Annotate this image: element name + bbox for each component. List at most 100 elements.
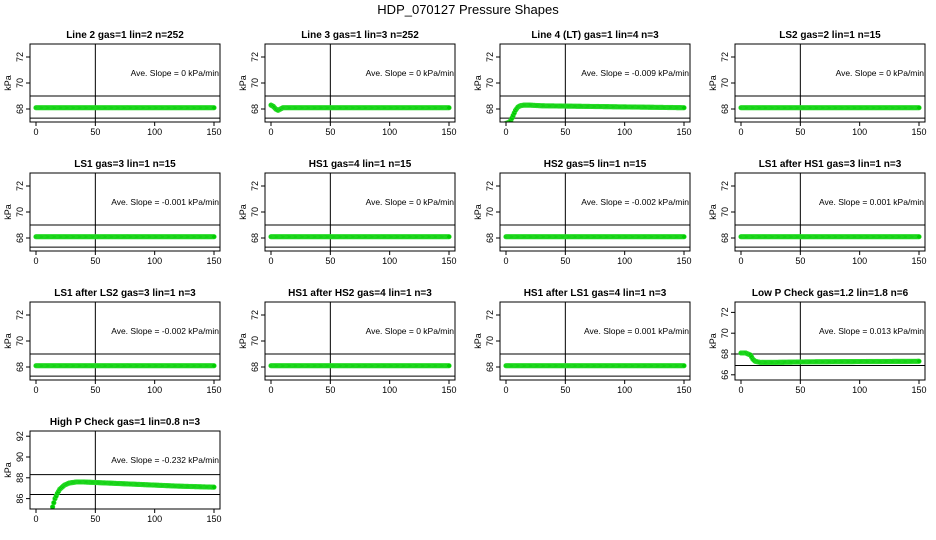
y-tick-label: 70 bbox=[15, 336, 25, 346]
x-tick-label: 0 bbox=[268, 385, 273, 395]
subplot-title: Line 2 gas=1 lin=2 n=252 bbox=[66, 30, 184, 41]
subplot: LS1 gas=3 lin=1 n=15 Ave. Slope = -0.001 … bbox=[3, 159, 222, 266]
subplot-title: HS1 gas=4 lin=1 n=15 bbox=[309, 159, 412, 170]
y-axis-label: kPa bbox=[238, 333, 248, 349]
y-tick-label: 72 bbox=[250, 310, 260, 320]
y-axis-label: kPa bbox=[3, 75, 13, 91]
y-tick-label: 72 bbox=[720, 307, 730, 317]
plot-frame bbox=[29, 172, 221, 252]
y-tick-label: 68 bbox=[720, 233, 730, 243]
y-tick-label: 68 bbox=[15, 362, 25, 372]
x-tick-label: 150 bbox=[676, 385, 691, 395]
y-tick-label: 70 bbox=[720, 207, 730, 217]
subplot: LS1 after HS1 gas=3 lin=1 n=3 Ave. Slope … bbox=[708, 159, 927, 266]
slope-annotation: Ave. Slope = 0.001 kPa/min bbox=[819, 197, 924, 207]
x-tick-label: 150 bbox=[911, 256, 926, 266]
x-tick-label: 50 bbox=[90, 127, 100, 137]
y-tick-label: 68 bbox=[720, 104, 730, 114]
x-tick-label: 0 bbox=[738, 385, 743, 395]
x-tick-label: 100 bbox=[382, 256, 397, 266]
y-tick-label: 72 bbox=[250, 52, 260, 62]
x-tick-label: 0 bbox=[738, 256, 743, 266]
y-tick-label: 66 bbox=[720, 370, 730, 380]
x-tick-label: 0 bbox=[503, 256, 508, 266]
subplot: LS2 gas=2 lin=1 n=15 Ave. Slope = 0 kPa/m… bbox=[708, 30, 927, 137]
x-tick-label: 50 bbox=[90, 256, 100, 266]
slope-annotation: Ave. Slope = 0 kPa/min bbox=[366, 197, 455, 207]
y-axis-label: kPa bbox=[708, 333, 718, 349]
x-tick-label: 100 bbox=[617, 385, 632, 395]
subplot-title: Line 3 gas=1 lin=3 n=252 bbox=[301, 30, 419, 41]
x-tick-label: 150 bbox=[911, 127, 926, 137]
y-tick-label: 68 bbox=[485, 362, 495, 372]
x-tick-label: 50 bbox=[90, 385, 100, 395]
x-tick-label: 50 bbox=[325, 127, 335, 137]
data-point bbox=[916, 105, 922, 111]
y-tick-label: 72 bbox=[15, 310, 25, 320]
data-point bbox=[211, 363, 217, 369]
y-tick-label: 70 bbox=[485, 207, 495, 217]
x-tick-label: 100 bbox=[852, 385, 867, 395]
x-tick-label: 100 bbox=[852, 256, 867, 266]
y-tick-label: 70 bbox=[485, 336, 495, 346]
subplot: Line 4 (LT) gas=1 lin=4 n=3 Ave. Slope = … bbox=[473, 30, 692, 137]
x-tick-label: 150 bbox=[441, 127, 456, 137]
y-axis-label: kPa bbox=[3, 204, 13, 220]
x-tick-label: 0 bbox=[33, 127, 38, 137]
plot-frame bbox=[499, 172, 691, 252]
x-tick-label: 50 bbox=[795, 256, 805, 266]
slope-annotation: Ave. Slope = -0.232 kPa/min bbox=[111, 455, 219, 465]
data-point bbox=[211, 484, 217, 490]
slope-annotation: Ave. Slope = -0.009 kPa/min bbox=[581, 68, 689, 78]
subplot: Low P Check gas=1.2 lin=1.8 n=6 Ave. Slop… bbox=[708, 288, 927, 395]
plot-frame bbox=[734, 172, 926, 252]
x-tick-label: 150 bbox=[206, 385, 221, 395]
subplot: HS1 after HS2 gas=4 lin=1 n=3 Ave. Slope … bbox=[238, 288, 457, 395]
x-tick-label: 150 bbox=[441, 385, 456, 395]
y-tick-label: 68 bbox=[720, 349, 730, 359]
subplot-title: High P Check gas=1 lin=0.8 n=3 bbox=[50, 417, 201, 428]
y-tick-label: 70 bbox=[720, 328, 730, 338]
x-tick-label: 100 bbox=[147, 256, 162, 266]
y-axis-label: kPa bbox=[473, 204, 483, 220]
y-tick-label: 72 bbox=[15, 52, 25, 62]
data-point bbox=[681, 363, 687, 369]
y-axis-label: kPa bbox=[238, 204, 248, 220]
y-tick-label: 68 bbox=[485, 233, 495, 243]
y-tick-label: 70 bbox=[15, 207, 25, 217]
data-point bbox=[446, 234, 452, 240]
x-tick-label: 100 bbox=[382, 127, 397, 137]
slope-annotation: Ave. Slope = 0 kPa/min bbox=[366, 68, 455, 78]
y-tick-label: 70 bbox=[720, 78, 730, 88]
data-point bbox=[916, 234, 922, 240]
y-tick-label: 68 bbox=[485, 104, 495, 114]
data-point bbox=[211, 105, 217, 111]
data-point bbox=[916, 358, 922, 364]
y-tick-label: 92 bbox=[15, 431, 25, 441]
subplot: HS2 gas=5 lin=1 n=15 Ave. Slope = -0.002 … bbox=[473, 159, 692, 266]
subplot: LS1 after LS2 gas=3 lin=1 n=3 Ave. Slope … bbox=[3, 288, 222, 395]
slope-annotation: Ave. Slope = 0 kPa/min bbox=[836, 68, 925, 78]
y-axis-label: kPa bbox=[3, 333, 13, 349]
slope-annotation: Ave. Slope = -0.002 kPa/min bbox=[581, 197, 689, 207]
y-axis-label: kPa bbox=[708, 75, 718, 91]
x-tick-label: 150 bbox=[206, 127, 221, 137]
subplot: HS1 gas=4 lin=1 n=15 Ave. Slope = 0 kPa/m… bbox=[238, 159, 457, 266]
x-tick-label: 50 bbox=[795, 385, 805, 395]
x-tick-label: 0 bbox=[738, 127, 743, 137]
subplot-title: LS1 after LS2 gas=3 lin=1 n=3 bbox=[54, 288, 196, 299]
data-point bbox=[446, 363, 452, 369]
subplot-title: LS2 gas=2 lin=1 n=15 bbox=[779, 30, 881, 41]
y-tick-label: 88 bbox=[15, 473, 25, 483]
page-title: HDP_070127 Pressure Shapes bbox=[377, 2, 559, 17]
subplot-title: Line 4 (LT) gas=1 lin=4 n=3 bbox=[531, 30, 659, 41]
y-tick-label: 72 bbox=[485, 52, 495, 62]
subplot-title: LS1 after HS1 gas=3 lin=1 n=3 bbox=[759, 159, 902, 170]
x-tick-label: 0 bbox=[268, 127, 273, 137]
y-tick-label: 68 bbox=[250, 104, 260, 114]
x-tick-label: 50 bbox=[325, 385, 335, 395]
y-tick-label: 70 bbox=[250, 336, 260, 346]
y-tick-label: 70 bbox=[250, 207, 260, 217]
x-tick-label: 50 bbox=[560, 256, 570, 266]
slope-annotation: Ave. Slope = -0.001 kPa/min bbox=[111, 197, 219, 207]
